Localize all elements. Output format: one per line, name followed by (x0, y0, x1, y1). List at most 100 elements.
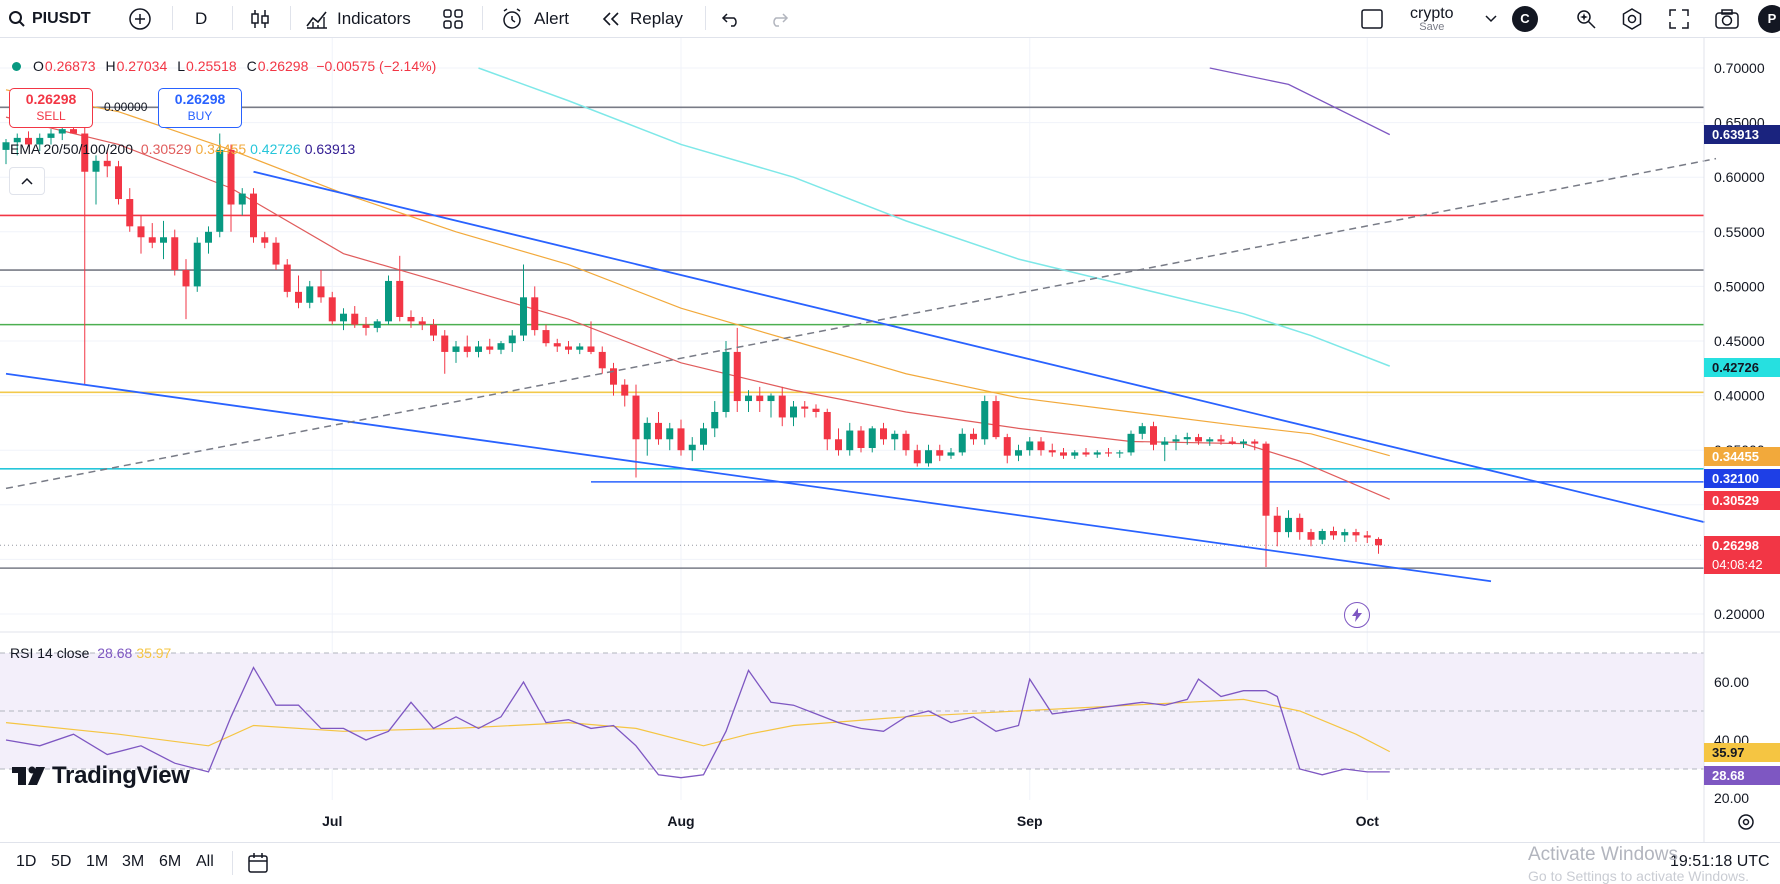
undo-button[interactable] (720, 0, 742, 37)
candle-body (1296, 517, 1304, 533)
settings-button[interactable] (1620, 0, 1644, 37)
ema-legend[interactable]: EMA 20/50/100/200 0.30529 0.34455 0.42726 0… (10, 141, 359, 157)
change-value: −0.00575 (−2.14%) (316, 58, 437, 74)
candle-body (1251, 441, 1259, 444)
avatar: C (1512, 5, 1538, 32)
price-axis-label: 0.70000 (1714, 60, 1765, 76)
sell-button[interactable]: 0.26298 SELL (9, 88, 93, 128)
top-toolbar: PIUSDT D Indicators Alert Replay crypto … (0, 0, 1780, 38)
candle-body (868, 428, 876, 449)
candle-body (1138, 426, 1146, 434)
toolbar-divider (172, 6, 173, 30)
candle-body (632, 395, 640, 440)
snapshot-button[interactable] (1714, 0, 1740, 37)
candle-body (643, 422, 651, 440)
range-all[interactable]: All (196, 853, 214, 870)
ema100-price-tag: 0.42726 (1704, 358, 1780, 377)
tradingview-logo[interactable]: TradingView (12, 762, 190, 790)
indicators-button[interactable]: Indicators (305, 0, 411, 37)
account-avatar[interactable]: C (1512, 0, 1538, 37)
candle-body (1161, 441, 1169, 445)
close-label: C (246, 58, 257, 74)
open-label: O (33, 58, 44, 74)
indicators-label: Indicators (337, 8, 411, 28)
price-axis-label: 0.40000 (1714, 388, 1765, 404)
collapse-legend-button[interactable] (9, 167, 45, 195)
candles (2, 117, 1382, 568)
candle-body (261, 237, 269, 243)
chart-canvas[interactable]: 0.700000.650000.600000.550000.500000.450… (0, 38, 1780, 842)
templates-button[interactable] (442, 0, 464, 37)
candle-body (13, 137, 21, 143)
range-1d[interactable]: 1D (16, 853, 37, 870)
candle-body (1195, 437, 1202, 442)
candle-body (1262, 443, 1270, 516)
candle-body (1048, 450, 1056, 453)
candle-body (1318, 531, 1326, 540)
candle-body (1363, 535, 1371, 538)
trendlines (5, 157, 1717, 583)
candle-body (1172, 439, 1180, 442)
high-value: 0.27034 (116, 58, 168, 74)
candle-body (317, 286, 325, 298)
plus-circle-icon (129, 7, 151, 30)
compare-button[interactable] (128, 0, 152, 37)
ema-lines (5, 67, 1391, 500)
candle-body (1037, 441, 1045, 451)
dashed-trendline (5, 157, 1717, 490)
symbol-search[interactable]: PIUSDT (8, 0, 91, 37)
range-1m[interactable]: 1M (86, 853, 109, 870)
candle-body (1082, 452, 1090, 455)
rsi-legend[interactable]: RSI 14 close 28.68 35.97 (10, 645, 175, 661)
candle-body (700, 428, 707, 445)
symbol-name: PIUSDT (32, 9, 91, 27)
candle-body (1015, 450, 1022, 456)
candle-body (1026, 441, 1034, 451)
clock[interactable]: 19:51:18 UTC (1670, 853, 1770, 870)
alert-button[interactable]: Alert (500, 0, 569, 37)
candle-body (272, 242, 280, 265)
redo-button[interactable] (768, 0, 790, 37)
events-button[interactable] (1344, 602, 1370, 628)
ema50-price-tag: 0.34455 (1704, 447, 1780, 466)
fullscreen-toggle[interactable] (1360, 0, 1384, 37)
candle-body (565, 346, 572, 350)
layout-menu[interactable]: crypto Save (1410, 0, 1454, 37)
replay-button[interactable]: Replay (600, 0, 683, 37)
candle-body (1352, 532, 1360, 536)
candle-body (81, 133, 89, 172)
ema200-line (1209, 67, 1391, 136)
candle-body (835, 439, 842, 451)
candle-body (1330, 531, 1337, 536)
lightning-icon (1352, 608, 1362, 622)
calendar-icon (248, 853, 268, 873)
ema200-value: 0.63913 (304, 141, 356, 157)
quick-search-button[interactable] (1574, 0, 1598, 37)
candle-body (1116, 452, 1124, 454)
layout-dropdown[interactable] (1484, 0, 1498, 37)
horizontal-levels (0, 106, 1704, 569)
chart-type-button[interactable] (250, 0, 270, 37)
sell-price: 0.26298 (25, 91, 77, 107)
ohlc-legend: O0.26873 H0.27034 L0.25518 C0.26298 −0.00575… (12, 58, 440, 74)
candle-body (362, 324, 370, 328)
range-5d[interactable]: 5D (51, 853, 72, 870)
buy-button[interactable]: 0.26298 BUY (158, 88, 242, 128)
spread-value: 0.00000 (104, 100, 148, 114)
interval-button[interactable]: D (195, 0, 207, 37)
range-6m[interactable]: 6M (159, 853, 182, 870)
candle-body (115, 166, 122, 200)
axis-settings-button[interactable] (1736, 812, 1756, 837)
candle-body (497, 343, 505, 350)
low-value: 0.25518 (186, 58, 237, 74)
range-3m[interactable]: 3M (122, 853, 145, 870)
interval-label: D (195, 8, 208, 28)
go-to-date-button[interactable] (246, 851, 270, 880)
candle-body (666, 428, 674, 440)
fullscreen-button[interactable] (1668, 0, 1690, 37)
profile-button[interactable]: P (1758, 0, 1780, 37)
ema200-price-tag: 0.63913 (1704, 125, 1780, 144)
candle-body (542, 330, 550, 344)
candle-body (463, 346, 471, 352)
low-label: L (177, 58, 186, 74)
